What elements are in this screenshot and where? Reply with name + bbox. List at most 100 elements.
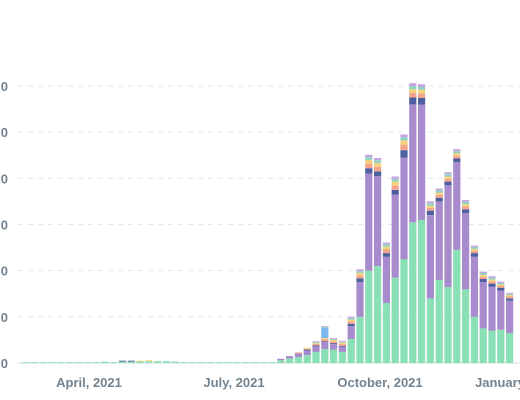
bar-segment xyxy=(338,344,346,346)
bar-segment xyxy=(488,279,496,282)
bar-segment xyxy=(374,171,382,176)
bar-segment xyxy=(462,213,470,290)
bar-segment xyxy=(470,316,478,363)
bar-segment xyxy=(426,215,434,299)
bar-segment xyxy=(189,362,197,363)
bar-segment xyxy=(312,345,320,347)
bars xyxy=(22,83,514,363)
bar-segment xyxy=(374,166,382,172)
bar-segment xyxy=(462,289,470,363)
bar-segment xyxy=(426,203,434,206)
bar-segment xyxy=(497,287,505,291)
bar-segment xyxy=(312,351,320,363)
bar-segment xyxy=(418,93,426,98)
bar-segment xyxy=(418,219,426,363)
bar-segment xyxy=(242,362,250,363)
bar-segment xyxy=(136,361,144,363)
bar-segment xyxy=(462,200,470,202)
bar-segment xyxy=(145,360,153,362)
x-axis-ticks: April, 2021 July, 2021 October, 2021 Januar… xyxy=(56,375,520,390)
bar-segment xyxy=(400,137,408,141)
bar-segment xyxy=(39,362,47,363)
bar-segment xyxy=(391,178,399,182)
bar-segment xyxy=(479,276,487,279)
bar-segment xyxy=(409,83,417,86)
bar-segment xyxy=(462,201,470,205)
bar-segment xyxy=(470,247,478,249)
bar-segment xyxy=(330,339,338,342)
bar-segment xyxy=(382,246,390,250)
bar-segment xyxy=(321,339,329,342)
bar-segment xyxy=(312,346,320,352)
bar-segment xyxy=(497,290,505,330)
bar-segment xyxy=(321,327,329,328)
bar-segment xyxy=(382,249,390,254)
bar-segment xyxy=(303,347,311,349)
bar-segment xyxy=(22,362,30,363)
bar-segment xyxy=(435,201,443,280)
bar-segment xyxy=(30,362,38,363)
bar-segment xyxy=(470,253,478,257)
y-tick-label: 0 xyxy=(1,356,8,371)
bar-segment xyxy=(268,362,276,363)
bar-segment xyxy=(347,326,355,339)
bar-segment xyxy=(303,355,311,363)
bar-segment xyxy=(356,269,364,272)
bar-segment xyxy=(356,278,364,283)
bar-segment xyxy=(374,176,382,266)
bar-segment xyxy=(259,362,267,363)
bar-segment xyxy=(497,283,505,285)
bar-segment xyxy=(110,362,118,363)
bar-segment xyxy=(356,316,364,363)
bar-segment xyxy=(356,282,364,317)
bar-segment xyxy=(462,206,470,210)
bar-segment xyxy=(488,286,496,331)
bar-segment xyxy=(462,204,470,207)
x-tick-label: April, 2021 xyxy=(56,375,122,390)
bar-segment xyxy=(488,283,496,287)
bar-segment xyxy=(338,341,346,343)
bar-segment xyxy=(171,361,179,363)
y-tick-label: 0 xyxy=(1,310,8,325)
bar-segment xyxy=(382,256,390,303)
bar-segment xyxy=(330,344,338,350)
bar-segment xyxy=(444,172,452,175)
bar-segment xyxy=(330,343,338,344)
bar-segment xyxy=(435,279,443,363)
bar-segment xyxy=(321,342,329,350)
bar-segment xyxy=(330,338,338,339)
bar-segment xyxy=(347,319,355,322)
bar-segment xyxy=(479,271,487,273)
bar-segment xyxy=(294,353,302,357)
bar-segment xyxy=(391,277,399,363)
bar-segment xyxy=(453,149,461,151)
y-tick-label: 0 xyxy=(1,264,8,279)
bar-segment xyxy=(409,89,417,93)
bar-segment xyxy=(418,98,426,105)
bar-segment xyxy=(374,266,382,363)
bar-segment xyxy=(462,209,470,213)
bar-segment xyxy=(444,185,452,287)
bar-segment xyxy=(330,339,338,340)
y-tick-label: 0 xyxy=(1,218,8,233)
bar-segment xyxy=(435,188,443,191)
bar-segment xyxy=(444,176,452,179)
bar-segment xyxy=(391,185,399,190)
bar-segment xyxy=(206,362,214,363)
bar-segment xyxy=(426,298,434,363)
y-tick-label: 0 xyxy=(1,171,8,186)
bar-segment xyxy=(145,361,153,363)
bar-segment xyxy=(426,210,434,216)
bar-segment xyxy=(365,157,373,160)
bar-segment xyxy=(435,190,443,193)
bar-segment xyxy=(48,362,56,363)
bar-segment xyxy=(435,192,443,195)
bar-segment xyxy=(444,286,452,363)
bar-segment xyxy=(127,361,135,363)
bar-segment xyxy=(400,150,408,158)
bar-segment xyxy=(347,316,355,319)
bar-segment xyxy=(356,275,364,279)
bar-segment xyxy=(453,249,461,363)
bar-segment xyxy=(479,279,487,283)
bar-segment xyxy=(453,153,461,156)
